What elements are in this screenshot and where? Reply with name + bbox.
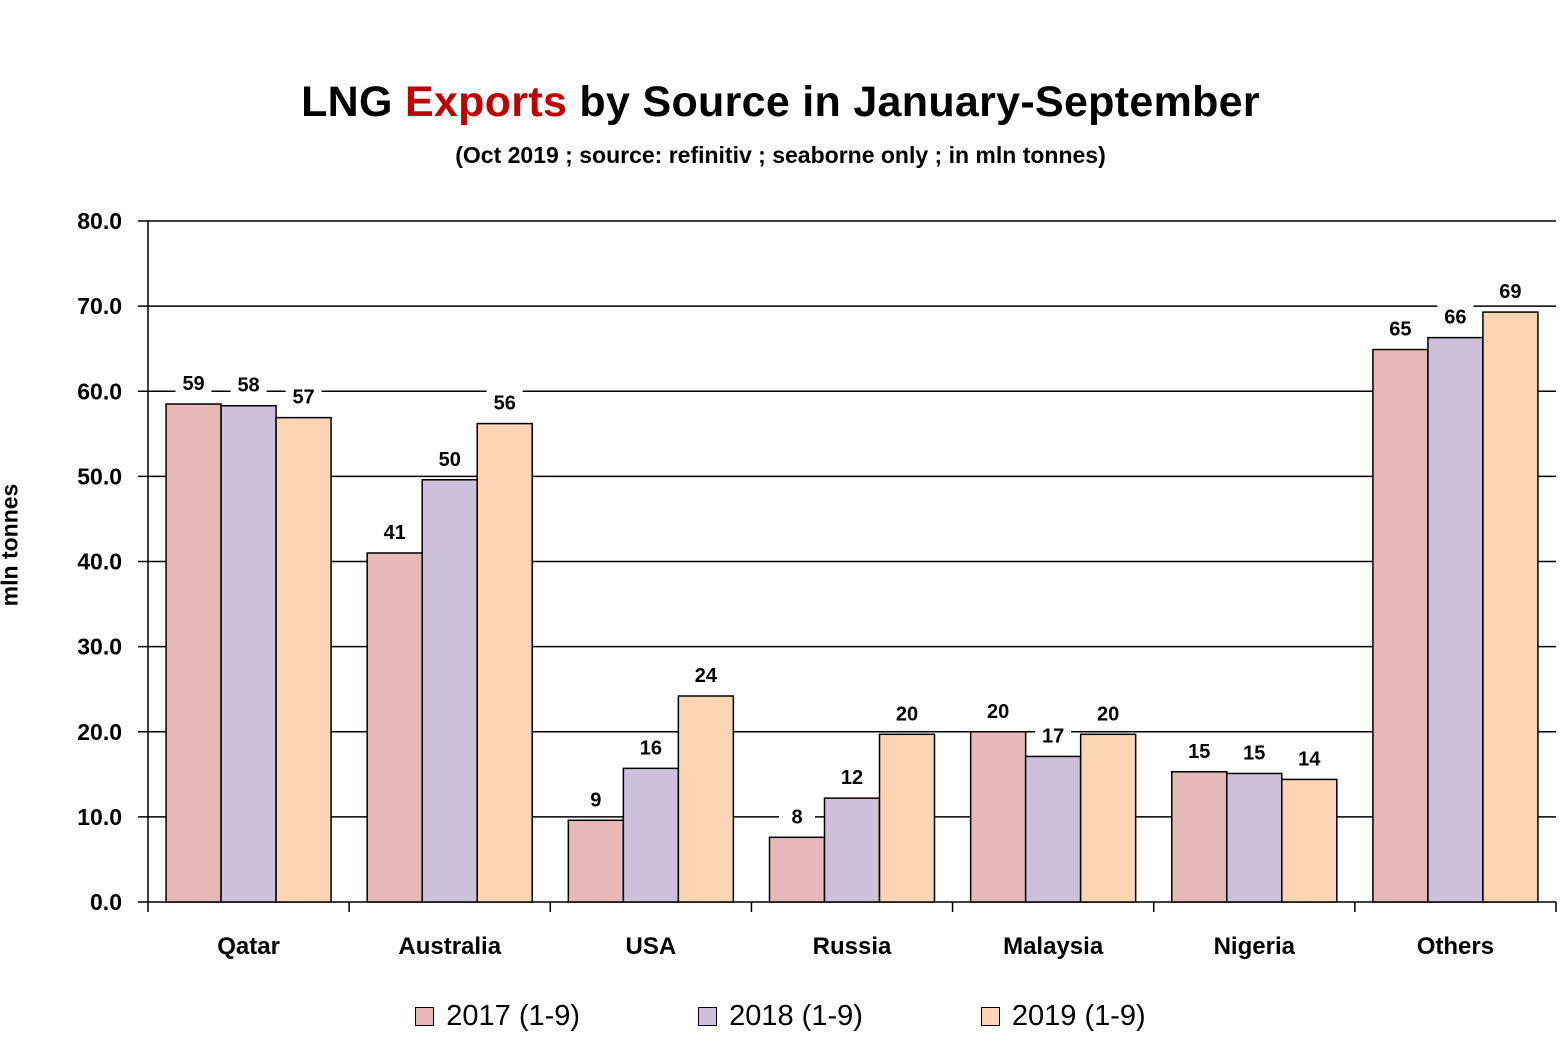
bar (1281, 778, 1338, 903)
bar (275, 416, 332, 903)
bar (677, 695, 735, 903)
legend-label: 2017 (1-9) (446, 1000, 581, 1032)
chart-title: LNG Exports by Source in January-Septemb… (0, 78, 1561, 127)
data-label: 24 (695, 665, 718, 687)
data-label: 56 (494, 393, 516, 415)
data-label-bg (486, 389, 523, 416)
chart-title-part: Exports (404, 78, 568, 126)
bar (567, 819, 625, 903)
data-label-bg (889, 700, 925, 727)
data-label-bg (431, 445, 468, 472)
y-tick-label: 40.0 (77, 549, 122, 575)
chart-subtitle: (Oct 2019 ; source: refinitiv ; seaborne… (455, 142, 1106, 168)
data-label-bg (1492, 278, 1529, 305)
data-label-bg (1035, 722, 1072, 749)
data-label: 15 (1243, 742, 1265, 764)
chart-title-part: by Source in January-September (567, 78, 1260, 126)
category-label: Nigeria (1214, 933, 1296, 960)
bar (1171, 771, 1228, 903)
bar (1427, 336, 1484, 903)
data-label-bg (687, 661, 724, 688)
data-label: 20 (987, 701, 1009, 723)
legend-item: 2018 (1-9) (698, 1000, 863, 1033)
bar (823, 797, 881, 903)
bar (1226, 772, 1283, 903)
data-label: 16 (640, 737, 662, 759)
y-tick-label: 20.0 (77, 719, 122, 745)
chart-title-part: LNG (301, 78, 405, 126)
category-label: Others (1417, 933, 1494, 960)
data-label-bg (1090, 700, 1127, 727)
bar (220, 404, 277, 903)
data-label-bg (1382, 315, 1419, 342)
y-tick-label: 50.0 (77, 463, 122, 489)
data-label-bg (175, 370, 212, 397)
legend-label: 2019 (1-9) (1011, 1000, 1146, 1032)
bar-chart: 0.0 10.0 20.0 30.0 40.0 50.0 60.0 70.0 80.0 59 58 5… (77, 208, 1557, 960)
data-label: 66 (1444, 307, 1466, 329)
data-label: 8 (791, 806, 802, 828)
y-tick-label: 60.0 (77, 378, 122, 404)
y-tick-label: 10.0 (77, 804, 122, 830)
category-label: USA (626, 933, 677, 960)
data-label: 9 (590, 789, 601, 811)
data-label-bg (1437, 303, 1474, 330)
category-label: Malaysia (1003, 933, 1104, 960)
data-label: 17 (1042, 725, 1064, 747)
bar (366, 552, 423, 903)
data-label: 69 (1499, 281, 1521, 303)
legend-swatch (698, 1007, 718, 1026)
legend: 2017 (1-9) 2018 (1-9) 2019 (1-9) (0, 1000, 1561, 1033)
data-label: 50 (439, 449, 461, 471)
bar (1024, 755, 1082, 903)
data-label-bg (1181, 737, 1218, 764)
bar (622, 767, 680, 903)
data-label: 15 (1188, 741, 1210, 763)
category-label: Qatar (217, 933, 280, 960)
y-tick-label: 30.0 (77, 634, 122, 660)
bar (1079, 733, 1137, 903)
legend-swatch (415, 1007, 435, 1026)
bar (476, 422, 533, 903)
data-label: 20 (1097, 703, 1119, 725)
bar (421, 479, 478, 903)
bar (969, 731, 1027, 903)
data-label: 57 (292, 387, 314, 409)
bar (165, 403, 222, 903)
category-label: Australia (398, 933, 501, 960)
data-label-bg (834, 764, 870, 791)
y-tick-label: 70.0 (77, 293, 122, 319)
bar (878, 733, 936, 903)
y-tick-label: 80.0 (77, 208, 122, 234)
data-label-bg (376, 518, 413, 545)
y-tick-label: 0.0 (90, 889, 122, 915)
legend-label: 2018 (1-9) (729, 1000, 863, 1032)
data-label: 59 (182, 373, 204, 395)
data-label-bg (779, 803, 815, 830)
data-label: 41 (384, 522, 406, 544)
data-label-bg (230, 371, 267, 398)
data-label: 58 (237, 375, 259, 397)
data-label-bg (285, 383, 322, 410)
bar (768, 836, 826, 903)
data-label-bg (1291, 745, 1328, 772)
legend-swatch (980, 1007, 1000, 1026)
data-label: 65 (1389, 319, 1411, 341)
bar (1372, 348, 1429, 903)
data-label: 12 (841, 767, 863, 789)
data-label-bg (577, 786, 614, 813)
legend-item: 2017 (1-9) (415, 1000, 580, 1033)
data-label-bg (980, 697, 1017, 724)
category-label: Russia (813, 933, 892, 960)
data-label: 14 (1298, 748, 1321, 770)
data-label: 20 (896, 703, 918, 725)
bar (1482, 311, 1539, 903)
legend-item: 2019 (1-9) (980, 1000, 1146, 1033)
data-label-bg (1236, 739, 1273, 766)
data-label-bg (632, 734, 669, 761)
